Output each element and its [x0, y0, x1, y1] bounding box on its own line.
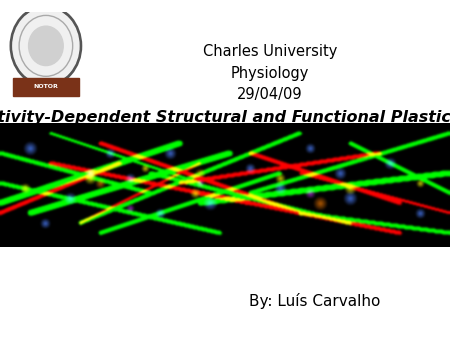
Circle shape [29, 26, 63, 66]
Circle shape [13, 8, 79, 83]
Bar [13, 78, 79, 96]
Text: Charles University
Physiology
29/04/09: Charles University Physiology 29/04/09 [203, 44, 337, 102]
Text: Activity-Dependent Structural and Functional Plasticity
of Astrocyte-Neuron Inte: Activity-Dependent Structural and Functi… [0, 110, 450, 144]
Text: NOTOR: NOTOR [33, 84, 58, 89]
Text: By: Luís Carvalho: By: Luís Carvalho [249, 293, 381, 309]
